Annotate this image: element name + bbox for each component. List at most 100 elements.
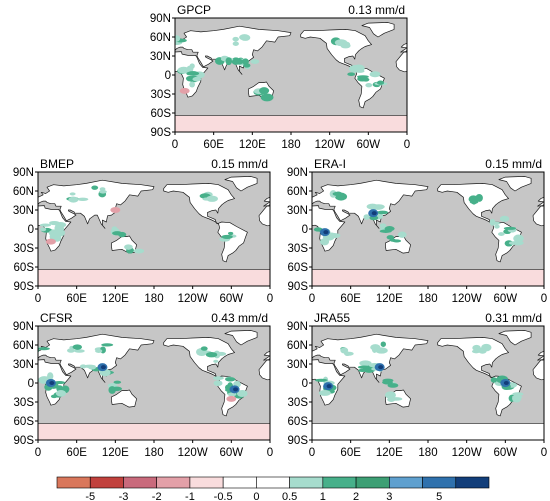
map-panel-bmep: BMEP 0.15 mm/d 0 60E 120E 180 120W 60W 0 90N 60N 30… <box>0 157 273 305</box>
antarctica <box>312 269 544 286</box>
x-tick-label: 120W <box>178 447 208 459</box>
wet-anomaly <box>389 238 396 242</box>
wet-anomaly <box>232 36 239 42</box>
y-tick-label: 0 <box>165 70 171 82</box>
continent-namerica <box>0 337 3 378</box>
wet-anomaly <box>379 229 392 233</box>
strong-wet-anomaly <box>503 381 509 385</box>
x-tick-label: 0 <box>541 447 547 459</box>
continent-eurasia <box>537 350 544 361</box>
colorbar-tick-label: -3 <box>119 491 129 501</box>
wet-anomaly <box>39 223 52 227</box>
continent-namerica <box>300 29 372 71</box>
wet-anomaly <box>40 227 47 232</box>
colorbar-swatch <box>123 476 157 489</box>
continent-namerica <box>69 29 140 70</box>
wet-anomaly <box>206 195 218 202</box>
map-panels: GPCP 0.13 mm/d 0 60E 120E 180 120W 60W 0 90N 60N 30… <box>0 3 547 459</box>
wet-anomaly <box>371 345 378 353</box>
continent-africa <box>258 359 270 381</box>
wet-anomaly <box>236 390 248 398</box>
wet-anomaly <box>366 203 379 210</box>
y-tick-label: 30S <box>288 243 309 255</box>
continent-namerica <box>0 183 3 224</box>
wet-anomaly <box>213 359 219 363</box>
wet-anomaly <box>49 220 60 226</box>
wet-anomaly <box>221 234 233 239</box>
colorbar-swatch <box>189 476 224 489</box>
continent-greenland <box>498 176 532 192</box>
wet-anomaly <box>185 75 195 82</box>
y-tick-label: 60S <box>288 416 309 428</box>
panel-mean-value: 0.43 mm/d <box>211 311 268 325</box>
strong-wet-anomaly <box>378 365 384 370</box>
wet-anomaly <box>233 58 244 65</box>
wet-anomaly <box>513 234 524 243</box>
y-tick-label: 90N <box>287 167 308 179</box>
colorbar-tick-label: -0.5 <box>214 491 233 501</box>
colorbar-swatch <box>389 476 423 489</box>
wet-anomaly <box>334 39 348 47</box>
continent-africa <box>532 359 544 381</box>
wet-anomaly <box>68 196 79 203</box>
antarctica <box>38 423 270 440</box>
wet-anomaly <box>344 351 354 356</box>
strong-wet-anomaly <box>371 211 377 216</box>
wet-anomaly <box>186 71 200 76</box>
wet-anomaly <box>363 214 370 220</box>
panel-mean-value: 0.15 mm/d <box>211 157 268 171</box>
x-tick-label: 0 <box>404 139 410 151</box>
wet-anomaly <box>489 218 496 226</box>
x-tick-label: 180 <box>144 293 163 305</box>
x-tick-label: 0 <box>35 447 41 459</box>
wet-anomaly <box>469 200 479 204</box>
wet-anomaly <box>213 380 223 387</box>
map-panel-cfsr: CFSR 0.43 mm/d 0 60E 120E 180 120W 60W 0 90N 60N 30… <box>0 311 273 459</box>
antarctica <box>38 269 270 286</box>
dry-anomaly <box>110 207 121 213</box>
dry-anomaly <box>179 87 190 94</box>
wet-anomaly <box>192 76 202 82</box>
wet-anomaly <box>242 58 249 65</box>
wet-anomaly <box>99 189 107 194</box>
wet-anomaly <box>347 72 356 77</box>
dry-anomaly <box>45 238 56 245</box>
continent-namerica <box>163 337 235 379</box>
x-tick-label: 0 <box>309 447 315 459</box>
y-tick-label: 90N <box>13 321 34 333</box>
wet-anomaly <box>382 378 394 383</box>
x-tick-label: 0 <box>172 139 178 151</box>
panel-mean-value: 0.13 mm/d <box>348 3 405 17</box>
wet-anomaly <box>38 347 50 351</box>
wet-anomaly <box>69 192 76 196</box>
x-tick-label: 120E <box>239 139 266 151</box>
wet-anomaly <box>205 351 218 358</box>
map-panel-jra55: JRA55 0.31 mm/d 0 60E 120E 180 120W 60W 0 90N 60N 3… <box>287 311 547 459</box>
wet-anomaly <box>357 365 370 369</box>
colorbar-swatch <box>156 476 191 489</box>
wet-anomaly <box>225 57 233 66</box>
wet-anomaly <box>377 210 389 215</box>
map-panel-gpcp: GPCP 0.13 mm/d 0 60E 120E 180 120W 60W 0 90N 60N 30… <box>69 3 410 151</box>
x-tick-label: 180 <box>144 447 163 459</box>
wet-anomaly <box>83 364 96 368</box>
continent-eurasia <box>400 42 407 53</box>
x-tick-label: 60W <box>494 293 518 305</box>
strong-wet-anomaly <box>233 387 239 392</box>
wet-anomaly <box>315 378 328 382</box>
colorbar-tick-label: -2 <box>152 491 162 501</box>
continent-africa <box>258 205 270 227</box>
continent-eurasia <box>263 350 270 361</box>
wet-anomaly <box>77 197 89 201</box>
precip-anomaly-layer <box>38 343 248 402</box>
continent-samerica <box>0 376 15 416</box>
wet-anomaly <box>175 35 181 42</box>
colorbar-swatch <box>455 476 490 489</box>
colorbar-tick-label: 3 <box>386 491 392 501</box>
panel-title: JRA55 <box>314 311 350 325</box>
wet-anomaly <box>499 215 510 222</box>
y-tick-label: 0 <box>28 378 34 390</box>
wet-anomaly <box>376 80 385 85</box>
y-tick-label: 90S <box>288 281 309 293</box>
continent-eurasia <box>263 196 270 207</box>
